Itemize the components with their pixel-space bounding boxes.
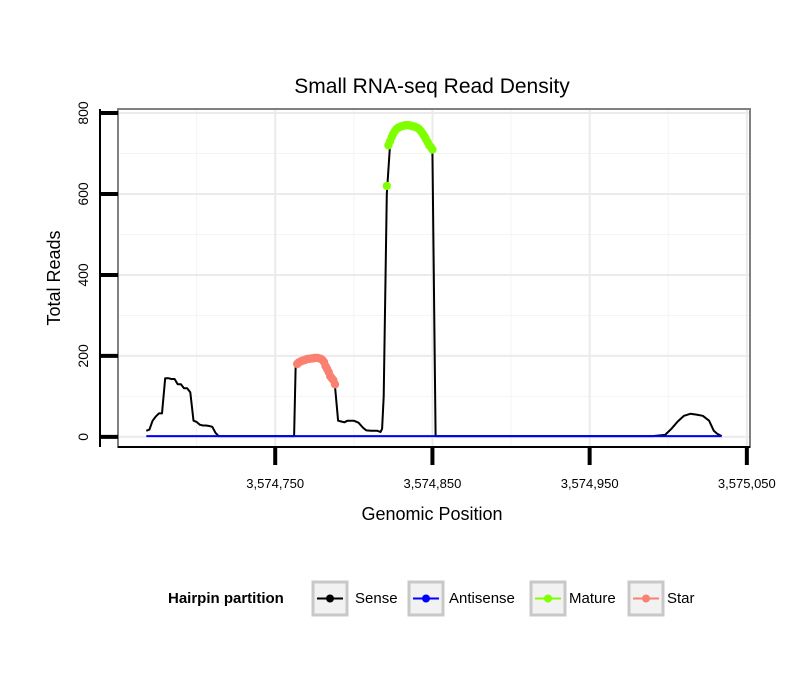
x-tick-label: 3,574,850 [404, 476, 462, 491]
x-axis-label: Genomic Position [361, 504, 502, 524]
data-point-mature [382, 181, 391, 191]
legend-key-point [422, 594, 430, 603]
legend-label: Sense [355, 590, 398, 607]
x-tick-label: 3,574,950 [561, 476, 619, 491]
series-layer [145, 121, 723, 438]
legend-label: Star [667, 590, 695, 607]
series-mature [382, 121, 437, 191]
legend-label: Antisense [449, 590, 515, 607]
legend-key-point [642, 594, 650, 603]
chart-title: Small RNA-seq Read Density [294, 75, 570, 98]
data-point-star [330, 380, 340, 389]
series-star [293, 353, 340, 389]
y-tick-label: 600 [75, 182, 91, 206]
legend-entry-antisense: Antisense [407, 580, 515, 617]
y-axis: 0 200 400 600 800 [75, 101, 118, 447]
legend-entry-sense: Sense [311, 580, 398, 617]
x-tick-label: 3,574,750 [246, 476, 304, 491]
data-point-mature [428, 145, 437, 154]
legend-key-point [326, 594, 334, 603]
y-tick-label: 0 [75, 433, 91, 441]
y-axis-label: Total Reads [44, 230, 64, 325]
legend-entries: Sense Antisense Mature Star [311, 580, 695, 617]
legend-key-point [544, 594, 552, 603]
x-axis: 3,574,750 3,574,850 3,574,950 3,575,050 [118, 446, 776, 491]
y-tick-label: 200 [75, 344, 91, 368]
y-tick-label: 800 [75, 101, 91, 125]
legend-title: Hairpin partition [168, 590, 284, 607]
legend: Hairpin partition Sense Antisense Mature St… [168, 580, 695, 617]
legend-entry-mature: Mature [529, 580, 616, 617]
legend-label: Mature [569, 590, 616, 607]
x-tick-label: 3,575,050 [718, 476, 776, 491]
y-tick-label: 400 [75, 263, 91, 287]
legend-entry-star: Star [627, 580, 695, 617]
plot-area [117, 108, 751, 448]
